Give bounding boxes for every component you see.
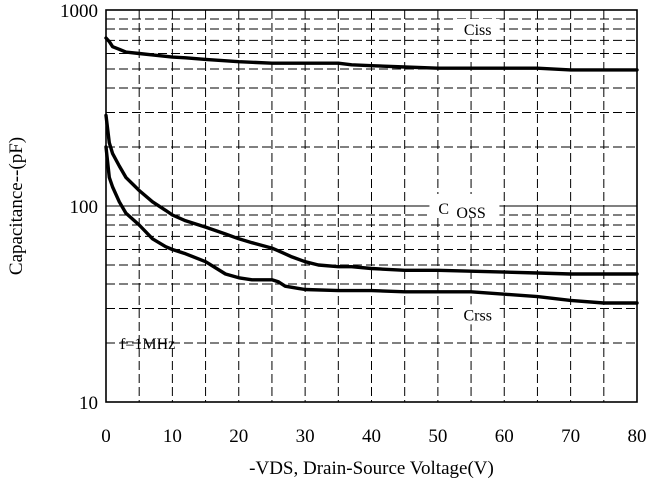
series-labels: Ciss C OSS Crss: [429, 18, 500, 325]
x-tick-label: 80: [628, 426, 647, 447]
x-tick-label: 70: [561, 426, 580, 447]
y-tick-label: 100: [70, 197, 99, 218]
y-tick-label: 1000: [60, 1, 98, 22]
x-tick-label: 50: [428, 426, 447, 447]
y-tick-labels: 10 100 1000: [60, 1, 98, 414]
x-tick-labels: 0 10 20 30 40 50 60 70 80: [101, 426, 646, 447]
plot-frame: [105, 9, 638, 403]
series-label-coss-subscript: OSS: [456, 205, 485, 222]
x-tick-label: 40: [362, 426, 381, 447]
curve-coss: [104, 113, 639, 276]
frequency-annotation: f=1MHz: [120, 336, 175, 353]
series-label-background: [429, 194, 500, 218]
series-label-crss: Crss: [463, 307, 491, 324]
curve-crss: [104, 145, 639, 305]
series-label-background: [455, 18, 500, 39]
curves: [104, 36, 639, 305]
series-label-background: [455, 304, 500, 325]
x-tick-label: 0: [101, 426, 111, 447]
x-tick-label: 30: [296, 426, 315, 447]
curve-ciss: [104, 36, 639, 72]
series-label-coss: C: [438, 201, 449, 218]
x-axis-label: -VDS, Drain-Source Voltage(V): [249, 458, 494, 479]
x-tick-label: 20: [229, 426, 248, 447]
y-axis-label: Capacitance--(pF): [6, 137, 27, 275]
x-tick-label: 10: [163, 426, 182, 447]
x-tick-label: 60: [495, 426, 514, 447]
series-label-ciss: Ciss: [464, 22, 492, 39]
y-tick-label: 10: [79, 393, 98, 414]
